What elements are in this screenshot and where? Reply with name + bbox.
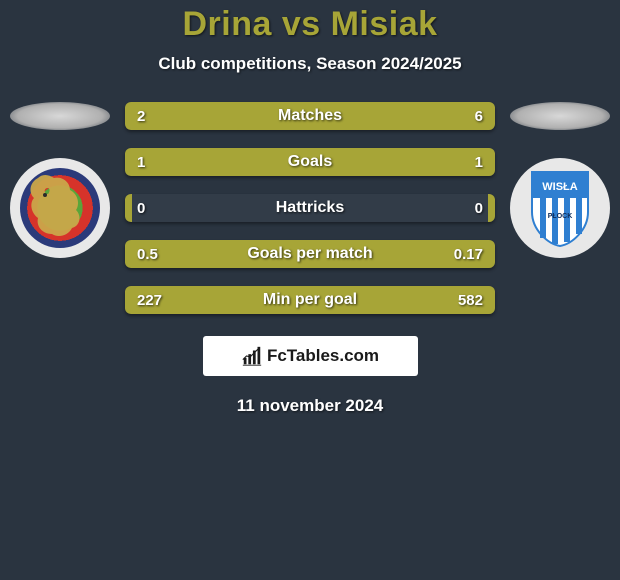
brand-text: FcTables.com	[267, 346, 379, 366]
stat-label: Hattricks	[125, 199, 495, 217]
left-club-badge	[10, 158, 110, 258]
stats-bars: 26Matches 11Goals 00Hattricks 0.50.17Goals …	[125, 102, 495, 314]
stat-label: Goals per match	[125, 245, 495, 263]
comparison-infographic: Drina vs Misiak Club competitions, Seaso…	[0, 0, 620, 416]
bar-chart-icon	[241, 345, 263, 367]
stat-label: Goals	[125, 153, 495, 171]
brand-box[interactable]: FcTables.com	[203, 336, 418, 376]
stat-row: 227582Min per goal	[125, 286, 495, 314]
right-player-col: WISŁA PŁOCK	[505, 102, 615, 258]
player-shadow	[510, 102, 610, 130]
main-row: 26Matches 11Goals 00Hattricks 0.50.17Goals …	[0, 102, 620, 314]
svg-text:PŁOCK: PŁOCK	[548, 213, 573, 220]
stat-row: 26Matches	[125, 102, 495, 130]
stat-row: 0.50.17Goals per match	[125, 240, 495, 268]
stat-row: 11Goals	[125, 148, 495, 176]
stat-row: 00Hattricks	[125, 194, 495, 222]
shield-icon: WISŁA PŁOCK	[528, 168, 592, 248]
date-line: 11 november 2024	[0, 396, 620, 416]
right-club-badge: WISŁA PŁOCK	[510, 158, 610, 258]
left-player-col	[5, 102, 115, 258]
page-title: Drina vs Misiak	[0, 5, 620, 44]
page-subtitle: Club competitions, Season 2024/2025	[0, 54, 620, 74]
svg-text:WISŁA: WISŁA	[542, 181, 577, 193]
stat-label: Min per goal	[125, 291, 495, 309]
stat-label: Matches	[125, 107, 495, 125]
lion-icon	[20, 168, 90, 243]
player-shadow	[10, 102, 110, 130]
